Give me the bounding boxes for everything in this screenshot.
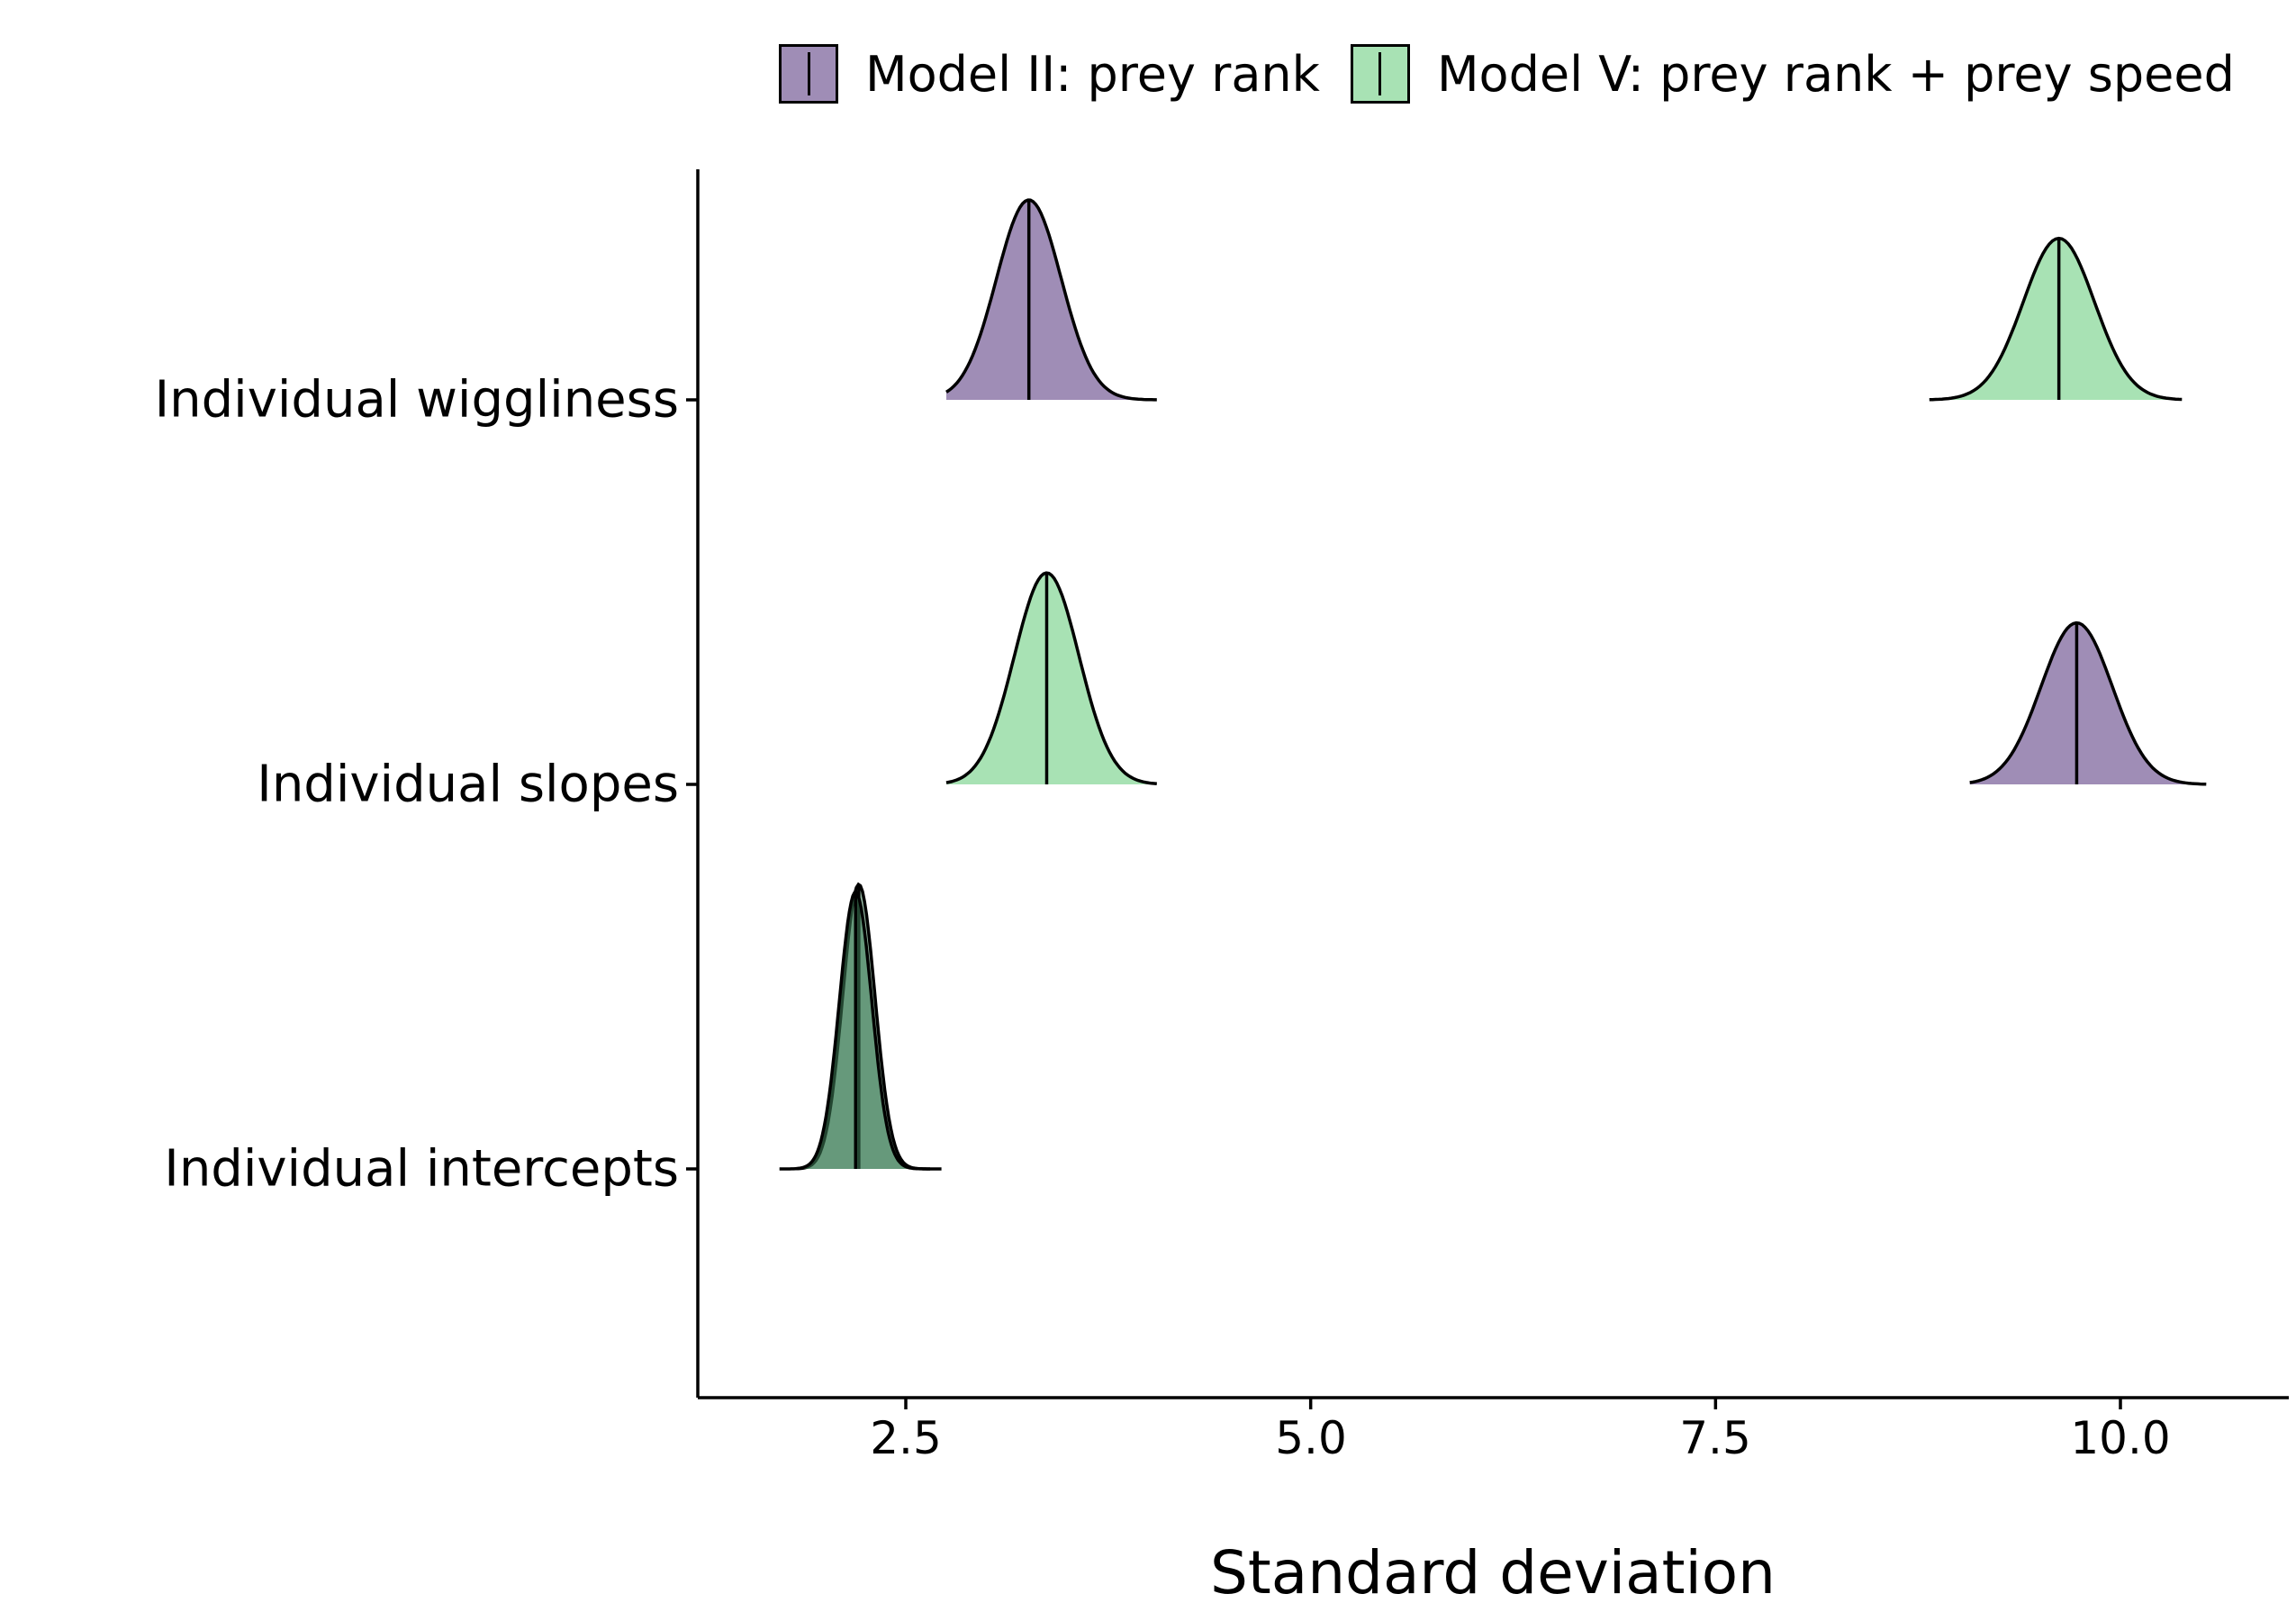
- y-tick-label-slopes: Individual slopes: [257, 755, 679, 814]
- density-outline-model-v-slopes: [945, 571, 1157, 786]
- legend: Model II: prey rank Model V: prey rank +…: [779, 40, 2253, 108]
- legend-item-model-ii: Model II: prey rank: [779, 44, 1320, 104]
- x-tick-label-2-5: 2.5: [870, 1412, 942, 1464]
- y-axis-ticks: [686, 398, 698, 1171]
- legend-swatch-model-v: [1350, 44, 1410, 104]
- density-layer: [779, 198, 2207, 1171]
- density-outline-model-ii-slopes: [1969, 620, 2207, 786]
- density-outline-model-ii-wiggliness: [945, 198, 1157, 402]
- density-outline-model-v-intercepts: [795, 890, 930, 1171]
- density-outline-model-v-wiggliness: [1929, 236, 2183, 402]
- density-area-model-ii-slopes: [1969, 622, 2207, 784]
- legend-swatch-model-ii: [779, 44, 838, 104]
- x-tick-label-7-5: 7.5: [1679, 1412, 1751, 1464]
- density-area-model-v-intercepts: [795, 892, 930, 1169]
- x-axis-ticks: [904, 1398, 2122, 1409]
- legend-item-model-v: Model V: prey rank + prey speed: [1350, 44, 2235, 104]
- y-tick-label-intercepts: Individual intercepts: [164, 1139, 679, 1199]
- density-area-model-ii-wiggliness: [946, 200, 1157, 400]
- legend-label-model-ii: Model II: prey rank: [865, 45, 1320, 103]
- legend-label-model-v: Model V: prey rank + prey speed: [1436, 45, 2235, 103]
- x-tick-label-5-0: 5.0: [1275, 1412, 1347, 1464]
- density-area-model-v-slopes: [946, 573, 1157, 784]
- x-axis-title: Standard deviation: [1210, 1538, 1776, 1607]
- y-tick-label-wiggliness: Individual wiggliness: [154, 370, 679, 430]
- density-area-model-v-wiggliness: [1929, 238, 2183, 400]
- x-tick-label-10-0: 10.0: [2070, 1412, 2171, 1464]
